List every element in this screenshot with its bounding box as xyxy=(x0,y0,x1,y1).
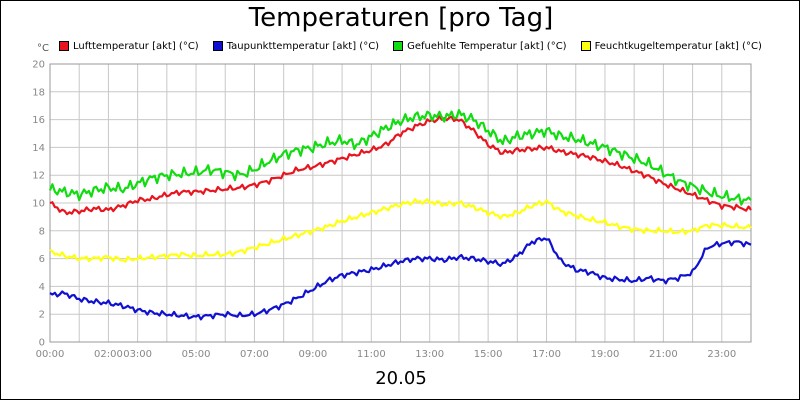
x-tick-label: 23:00 xyxy=(707,349,736,360)
x-tick-label: 07:00 xyxy=(240,349,269,360)
y-tick-label: 12 xyxy=(32,171,45,182)
x-tick-label: 21:00 xyxy=(649,349,678,360)
x-tick-label: 15:00 xyxy=(474,349,503,360)
chart-title: Temperaturen [pro Tag] xyxy=(248,3,554,33)
y-unit-label: °C xyxy=(37,43,49,54)
x-tick-label: 05:00 xyxy=(182,349,211,360)
y-tick-label: 4 xyxy=(39,282,45,293)
legend-item-feels-like: Gefuehlte Temperatur [akt] (°C) xyxy=(393,40,567,52)
legend-swatch-air-temp xyxy=(59,41,69,51)
legend-swatch-wet-bulb xyxy=(580,41,591,51)
x-tick-label: 00:00 xyxy=(36,349,65,360)
y-tick-label: 2 xyxy=(39,310,45,321)
grid xyxy=(49,63,752,343)
x-tick-label: 03:00 xyxy=(123,349,152,360)
series-line-1 xyxy=(49,237,752,321)
x-tick-label: 09:00 xyxy=(298,349,327,360)
y-tick-label: 10 xyxy=(32,199,45,210)
x-tick-label: 19:00 xyxy=(591,349,620,360)
series-line-0 xyxy=(49,115,752,216)
legend-item-air-temp: Lufttemperatur [akt] (°C) xyxy=(59,41,199,52)
legend-label-air-temp: Lufttemperatur [akt] (°C) xyxy=(73,40,199,52)
series-line-2 xyxy=(48,108,752,206)
legend-label-feels-like: Gefuehlte Temperatur [akt] (°C) xyxy=(407,40,567,52)
date-label: 20.05 xyxy=(375,368,427,389)
y-tick-label: 18 xyxy=(32,87,45,98)
y-tick-label: 0 xyxy=(39,338,45,349)
y-tick-label: 20 xyxy=(32,60,45,71)
legend: Lufttemperatur [akt] (°C) Taupunkttemper… xyxy=(59,39,762,53)
axes: 0 2 4 6 8 10 12 14 16 18 20 00:00 02:00 03:00 05:00 07:… xyxy=(32,60,752,360)
legend-label-dew-point: Taupunkttemperatur [akt] (°C) xyxy=(226,40,380,52)
legend-item-wet-bulb: Feuchtkugeltemperatur [akt] (°C) xyxy=(580,40,762,52)
legend-swatch-feels-like xyxy=(393,41,404,51)
legend-swatch-dew-point xyxy=(212,41,223,51)
x-tick-label: 02:00 xyxy=(94,349,123,360)
series xyxy=(48,108,752,321)
x-tick-label: 11:00 xyxy=(357,349,386,360)
y-tick-label: 8 xyxy=(39,226,45,237)
series-line-3 xyxy=(49,198,752,263)
y-tick-label: 6 xyxy=(39,254,45,265)
x-tick-label: 13:00 xyxy=(415,349,444,360)
x-tick-label: 17:00 xyxy=(532,349,561,360)
legend-label-wet-bulb: Feuchtkugeltemperatur [akt] (°C) xyxy=(594,40,762,52)
legend-item-dew-point: Taupunkttemperatur [akt] (°C) xyxy=(212,40,380,52)
y-tick-label: 16 xyxy=(32,115,45,126)
y-tick-label: 14 xyxy=(32,143,45,154)
